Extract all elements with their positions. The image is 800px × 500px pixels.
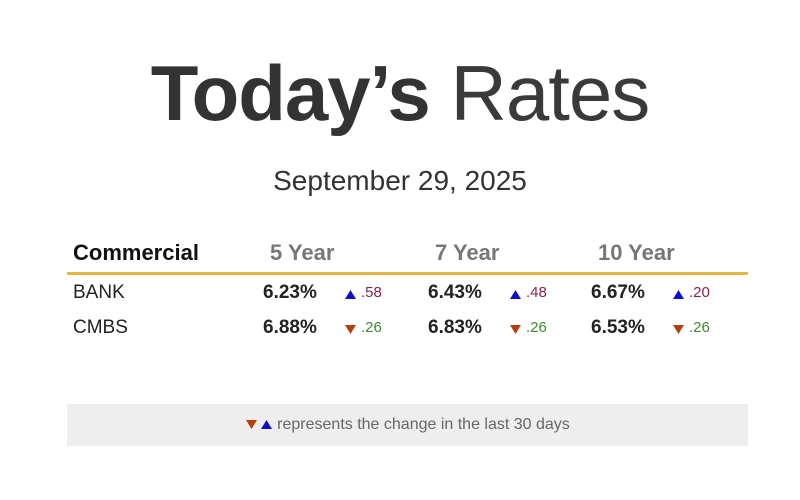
column-header: 7 Year — [435, 240, 500, 265]
change: .26 — [361, 319, 382, 336]
column-header: 10 Year — [598, 240, 675, 265]
rate: 6.88% — [263, 317, 317, 338]
down-arrow-icon — [246, 420, 258, 429]
change: .26 — [689, 319, 710, 336]
change: .48 — [526, 284, 547, 301]
rate: 6.83% — [428, 317, 482, 338]
change: .26 — [526, 319, 547, 336]
header-rule — [67, 272, 748, 275]
up-arrow-icon — [261, 420, 273, 429]
column-header: 5 Year — [270, 240, 335, 265]
title-bold: Today’s — [150, 49, 431, 137]
down-arrow — [344, 322, 357, 334]
rate: 6.23% — [263, 282, 317, 303]
up-arrow — [509, 287, 522, 299]
note-text: represents the change in the last 30 day… — [277, 416, 570, 433]
title: Today’s Rates — [0, 48, 800, 138]
up-arrow — [344, 287, 357, 299]
up-arrow — [672, 287, 685, 299]
footer-box: represents the change in the last 30 day… — [67, 404, 748, 446]
down-arrow — [672, 322, 685, 334]
rate: 6.43% — [428, 282, 482, 303]
row-label: CMBS — [73, 317, 128, 338]
footer-note: represents the change in the last 30 day… — [67, 416, 748, 434]
row-label: BANK — [73, 282, 125, 303]
change: .20 — [689, 284, 710, 301]
title-light: Rates — [450, 49, 650, 137]
change: .58 — [361, 284, 382, 301]
down-arrow — [509, 322, 522, 334]
column-header: Commercial — [73, 240, 199, 265]
rate: 6.67% — [591, 282, 645, 303]
rate: 6.53% — [591, 317, 645, 338]
date: September 29, 2025 — [273, 165, 527, 196]
